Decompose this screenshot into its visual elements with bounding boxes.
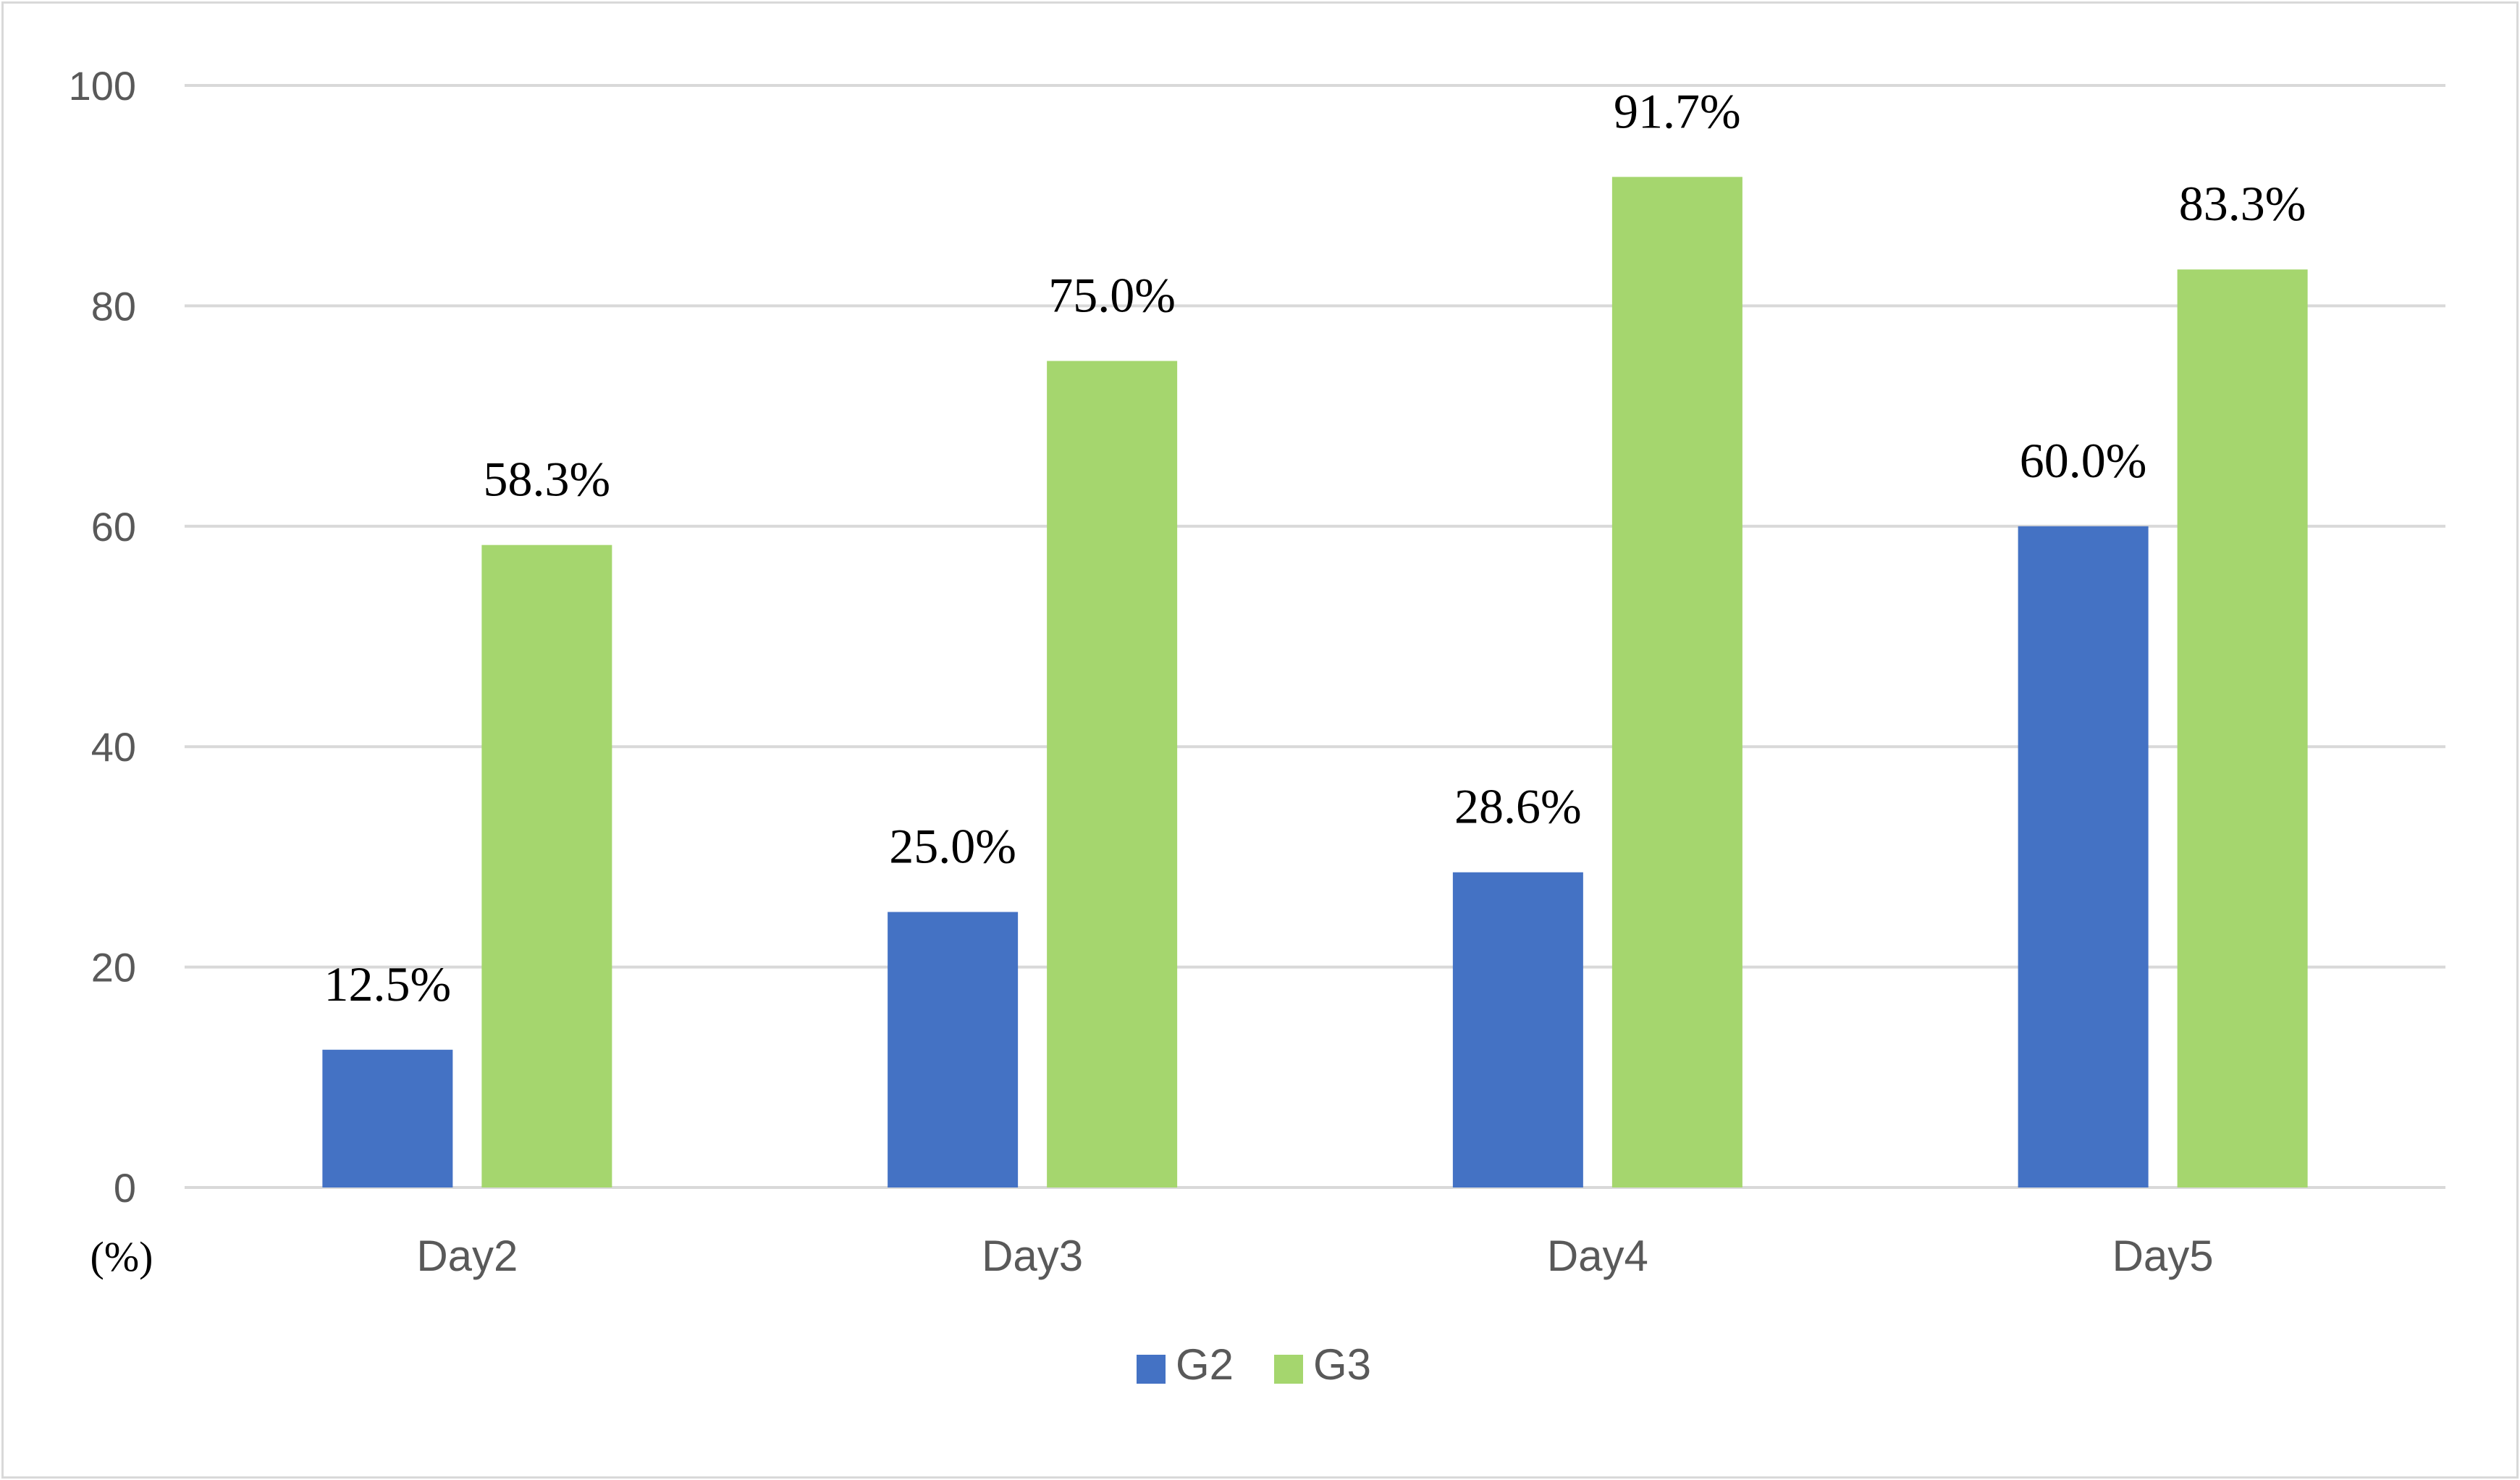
bar-g3-day3 [1047, 361, 1178, 1187]
legend-label-g3: G3 [1313, 1340, 1371, 1389]
x-tick-label-day5: Day5 [2112, 1232, 2214, 1280]
data-label-g2-day3: 25.0% [889, 819, 1016, 874]
data-label-g3-day3: 75.0% [1048, 268, 1176, 323]
bar-g2-day2 [322, 1049, 453, 1187]
legend-swatch-g3 [1274, 1355, 1303, 1384]
y-tick-label: 0 [114, 1165, 136, 1211]
bar-g3-day5 [2177, 269, 2308, 1187]
data-label-g2-day5: 60.0% [2020, 433, 2147, 488]
bar-g3-day4 [1611, 177, 1742, 1187]
legend-swatch-g2 [1137, 1355, 1166, 1384]
bar-g2-day3 [888, 912, 1019, 1187]
x-axis-category-labels: Day2 Day3 Day4 Day5 [416, 1232, 2213, 1280]
y-axis-tick-labels: 0 20 40 60 80 100 [69, 63, 136, 1211]
x-tick-label-day2: Day2 [416, 1232, 518, 1280]
data-label-g3-day5: 83.3% [2179, 176, 2306, 231]
bar-g3-day2 [481, 545, 612, 1187]
data-label-g2-day4: 28.6% [1454, 779, 1582, 834]
legend-label-g2: G2 [1176, 1340, 1234, 1389]
x-tick-label-day3: Day3 [982, 1232, 1083, 1280]
legend: G2 G3 [1137, 1340, 1371, 1389]
bar-g2-day4 [1452, 872, 1583, 1187]
y-tick-label: 60 [91, 504, 136, 550]
data-label-g2-day2: 12.5% [324, 956, 452, 1012]
y-tick-label: 20 [91, 945, 136, 991]
y-tick-label: 100 [69, 63, 136, 109]
bar-g2-day5 [2018, 526, 2149, 1187]
data-label-g3-day4: 91.7% [1614, 83, 1741, 138]
bars [322, 177, 2308, 1187]
data-label-g3-day2: 58.3% [484, 452, 611, 507]
x-tick-label-day4: Day4 [1547, 1232, 1648, 1280]
data-labels: 12.5% 58.3% 25.0% 75.0% 28.6% 91.7% 60.0% 83.3% [324, 83, 2306, 1011]
y-tick-label: 40 [91, 724, 136, 770]
y-tick-label: 80 [91, 283, 136, 329]
y-axis-unit-label: (%) [90, 1233, 153, 1280]
